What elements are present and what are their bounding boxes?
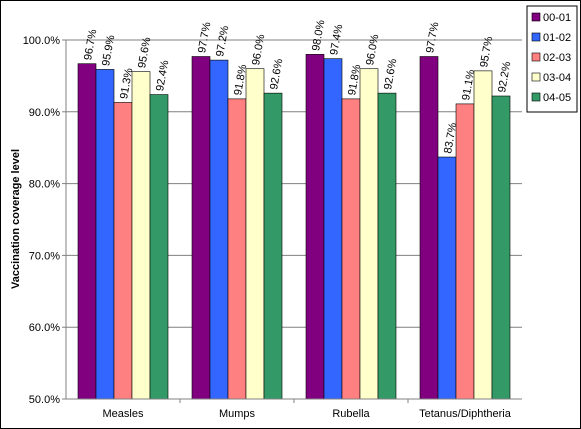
bar [491,95,511,400]
bar [227,98,247,400]
bar [77,63,97,400]
bar-value-label: 91.3% [118,67,135,100]
bar-value-label: 96.0% [250,33,267,66]
bar-value-label: 91.1% [460,68,477,101]
y-tick-label: 50.0% [29,394,60,406]
x-tick-label: Tetanus/Diphtheria [419,408,512,420]
bar-value-label: 95.6% [136,36,153,69]
bar-value-label: 97.7% [424,21,441,54]
legend-swatch [531,52,541,62]
bar-value-label: 92.6% [382,58,399,91]
bar-value-label: 92.2% [496,61,513,94]
bar-value-label: 95.7% [478,35,495,68]
legend-label: 01-02 [543,32,571,44]
x-tick-label: Rubella [332,408,370,420]
bar-value-label: 83.7% [442,122,459,155]
legend-swatch [531,32,541,42]
bar [209,59,229,400]
bar [149,94,169,400]
bar-value-label: 92.4% [154,59,171,92]
y-tick-label: 90.0% [29,107,60,119]
x-tick-label: Mumps [219,408,256,420]
legend-label: 02-03 [543,52,571,64]
bar-value-label: 96.7% [82,28,99,61]
y-axis-title: Vaccination coverage level [10,149,22,289]
x-tick-label: Measles [103,408,144,420]
bar [455,103,475,400]
legend-label: 04-05 [543,92,571,104]
bar [263,92,283,400]
axes [65,40,522,400]
bar [305,54,325,400]
bar [191,56,211,400]
bar [323,58,343,400]
y-tick-label: 100.0% [23,35,61,47]
y-tick-label: 60.0% [29,322,60,334]
bar-value-label: 96.0% [364,33,381,66]
y-tick-label: 80.0% [29,179,60,191]
legend-swatch [531,92,541,102]
y-tick-label: 70.0% [29,250,60,262]
legend-swatch [531,72,541,82]
bar [473,70,493,400]
x-tick-labels: Measles Mumps Rubella Tetanus/Diphtheria [103,408,512,420]
bar-value-label: 92.6% [268,58,285,91]
bar [437,156,457,400]
legend-label: 03-04 [543,72,571,84]
bar-value-label: 91.8% [232,63,249,96]
bar [95,69,115,400]
bar [245,68,265,400]
bar-value-label: 97.7% [196,21,213,54]
legend-swatch [531,12,541,22]
legend: 00-01 01-02 02-03 03-04 04-05 [526,5,578,113]
bar [359,68,379,400]
bar-value-label: 97.4% [328,23,345,56]
data-labels: 96.7% 95.9%91.3%95.6%92.4%97.7% 97.2%91.8%… [82,19,513,155]
bar [419,56,439,400]
bar-value-label: 97.2% [214,25,231,58]
bar-value-label: 91.8% [346,63,363,96]
legend-label: 00-01 [543,12,571,24]
y-tick-labels: 50.0% 60.0% 70.0% 80.0% 90.0% 100.0% [23,35,61,406]
bar [341,98,361,400]
bar-value-label: 98.0% [310,19,327,52]
bar-value-label: 95.9% [100,34,117,67]
bar [131,71,151,400]
bar [113,102,133,400]
bar [377,92,397,400]
